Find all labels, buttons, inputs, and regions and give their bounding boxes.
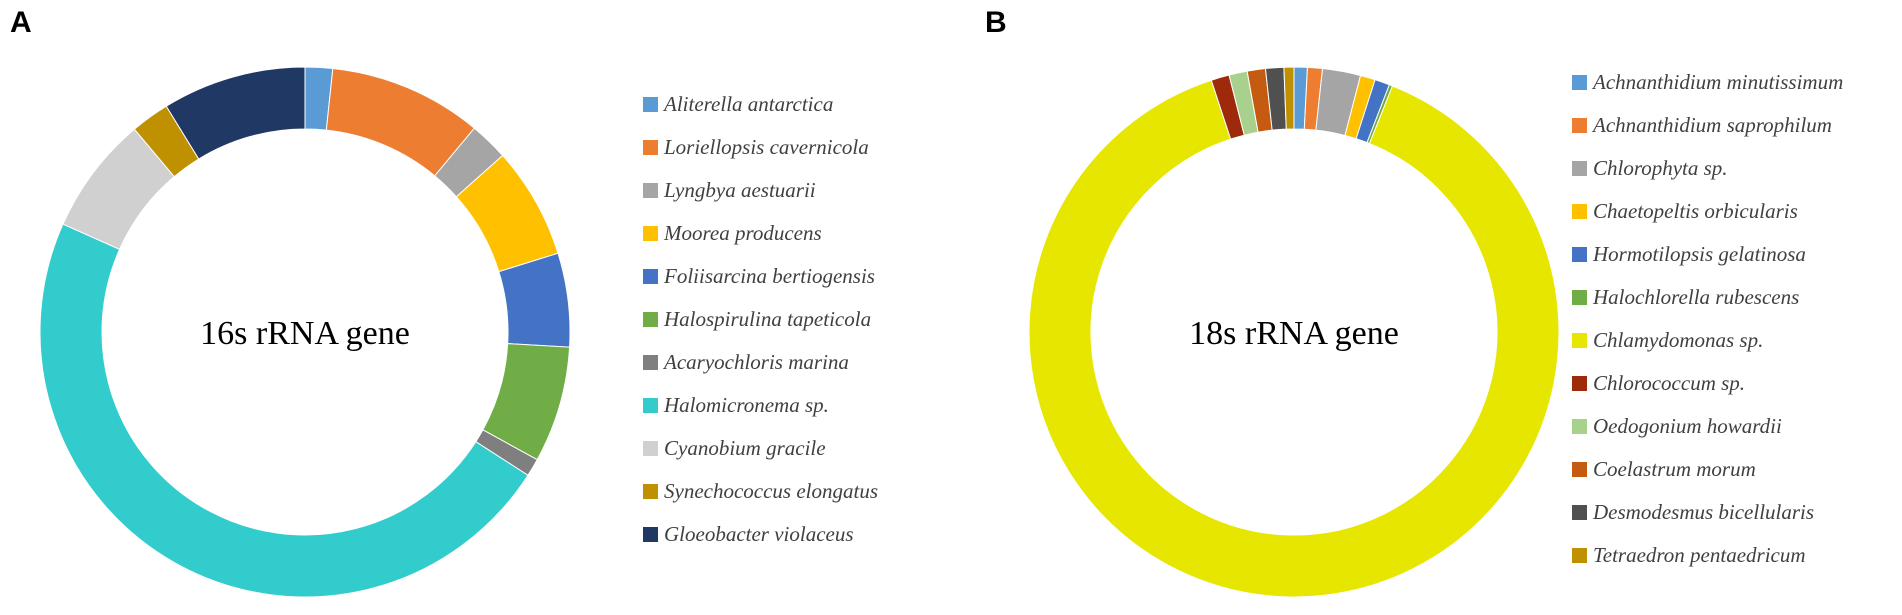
legend-swatch — [643, 311, 658, 327]
legend-label: Achnanthidium minutissimum — [1593, 69, 1844, 94]
legend-label: Coelastrum morum — [1593, 456, 1756, 481]
center-label-16s: 16s rRNA gene — [200, 315, 410, 352]
legend-label: Chlorophyta sp. — [1593, 155, 1728, 180]
legend-label: Aliterella antarctica — [664, 91, 834, 116]
legend-label: Loriellopsis cavernicola — [664, 134, 869, 159]
legend-item-coelastrum-morum: Coelastrum morum — [1572, 456, 1756, 482]
legend-item-tetraedron-pentaedricum: Tetraedron pentaedricum — [1572, 542, 1806, 568]
legend-swatch — [1572, 289, 1587, 305]
legend-swatch — [1572, 74, 1587, 90]
legend-label: Achnanthidium saprophilum — [1593, 112, 1832, 137]
legend-swatch — [643, 268, 658, 284]
panel-b-letter: B — [985, 6, 1007, 39]
legend-item-achnanthidium-saprophilum: Achnanthidium saprophilum — [1572, 112, 1832, 138]
legend-swatch — [1572, 203, 1587, 219]
donut-chart-16s — [39, 66, 571, 598]
slice-chlamydomonas-sp — [1028, 79, 1560, 598]
slice-tetraedron-pentaedricum — [1283, 66, 1295, 130]
legend-item-acaryochloris-marina: Acaryochloris marina — [643, 349, 849, 375]
legend-label: Chaetopeltis orbicularis — [1593, 198, 1798, 223]
legend-swatch — [643, 440, 658, 456]
legend-item-oedogonium-howardii: Oedogonium howardii — [1572, 413, 1782, 439]
legend-item-chlorococcum-sp: Chlorococcum sp. — [1572, 370, 1745, 396]
legend-item-synechococcus-elongatus: Synechococcus elongatus — [643, 478, 878, 504]
legend-swatch — [1572, 504, 1587, 520]
panel-a-letter: A — [10, 6, 32, 39]
legend-label: Desmodesmus bicellularis — [1593, 499, 1815, 524]
legend-item-lyngbya-aestuarii: Lyngbya aestuarii — [643, 177, 816, 203]
legend-swatch — [643, 182, 658, 198]
legend-item-foliisarcina-bertiogensis: Foliisarcina bertiogensis — [643, 263, 875, 289]
legend-label: Acaryochloris marina — [664, 349, 849, 374]
legend-swatch — [643, 96, 658, 112]
legend-item-chlamydomonas-sp: Chlamydomonas sp. — [1572, 327, 1763, 353]
legend-item-cyanobium-gracile: Cyanobium gracile — [643, 435, 826, 461]
legend-label: Halomicronema sp. — [664, 392, 829, 417]
legend-label: Chlamydomonas sp. — [1593, 327, 1764, 352]
legend-label: Oedogonium howardii — [1593, 413, 1782, 438]
legend-label: Tetraedron pentaedricum — [1593, 542, 1806, 567]
legend-item-achnanthidium-minutissimum: Achnanthidium minutissimum — [1572, 69, 1843, 95]
center-label-18s: 18s rRNA gene — [1189, 315, 1399, 352]
legend-label: Halochlorella rubescens — [1593, 284, 1800, 309]
legend-label: Lyngbya aestuarii — [664, 177, 816, 202]
legend-swatch — [1572, 461, 1587, 477]
legend-swatch — [643, 397, 658, 413]
legend-item-halomicronema-sp: Halomicronema sp. — [643, 392, 829, 418]
legend-label: Synechococcus elongatus — [664, 478, 879, 503]
legend-item-desmodesmus-bicellularis: Desmodesmus bicellularis — [1572, 499, 1814, 525]
slice-halomicronema-sp — [39, 223, 529, 598]
legend-label: Cyanobium gracile — [664, 435, 826, 460]
legend-swatch — [1572, 418, 1587, 434]
legend-swatch — [1572, 246, 1587, 262]
legend-swatch — [643, 526, 658, 542]
legend-swatch — [1572, 117, 1587, 133]
legend-swatch — [1572, 160, 1587, 176]
legend-swatch — [643, 225, 658, 241]
legend-swatch — [643, 354, 658, 370]
legend-label: Halospirulina tapeticola — [664, 306, 872, 331]
legend-label: Foliisarcina bertiogensis — [664, 263, 875, 288]
legend-label: Chlorococcum sp. — [1593, 370, 1746, 395]
legend-label: Gloeobacter violaceus — [664, 521, 854, 546]
donut-chart-18s — [1028, 66, 1560, 598]
legend-item-gloeobacter-violaceus: Gloeobacter violaceus — [643, 521, 854, 547]
slice-gloeobacter-violaceus — [165, 66, 306, 160]
legend-item-chlorophyta-sp: Chlorophyta sp. — [1572, 155, 1728, 181]
legend-swatch — [643, 139, 658, 155]
legend-swatch — [1572, 375, 1587, 391]
legend-item-hormotilopsis-gelatinosa: Hormotilopsis gelatinosa — [1572, 241, 1806, 267]
legend-label: Hormotilopsis gelatinosa — [1593, 241, 1806, 266]
legend-swatch — [643, 483, 658, 499]
legend-item-aliterella-antarctica: Aliterella antarctica — [643, 91, 833, 117]
legend-swatch — [1572, 547, 1587, 563]
legend-item-halochlorella-rubescens: Halochlorella rubescens — [1572, 284, 1799, 310]
legend-item-loriellopsis-cavernicola: Loriellopsis cavernicola — [643, 134, 869, 160]
legend-item-moorea-producens: Moorea producens — [643, 220, 822, 246]
legend-item-halospirulina-tapeticola: Halospirulina tapeticola — [643, 306, 871, 332]
legend-swatch — [1572, 332, 1587, 348]
legend-label: Moorea producens — [664, 220, 822, 245]
legend-item-chaetopeltis-orbicularis: Chaetopeltis orbicularis — [1572, 198, 1798, 224]
